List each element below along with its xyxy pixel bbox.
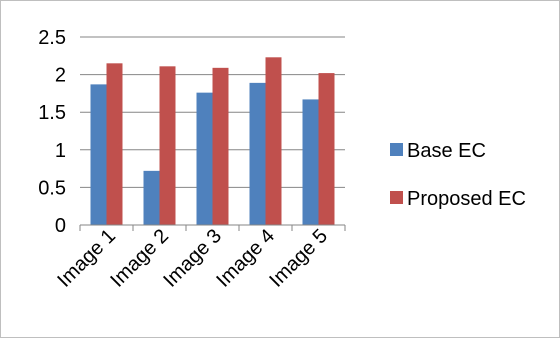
bar-proposed-ec-3 bbox=[212, 67, 229, 225]
bar-base-ec-2 bbox=[143, 170, 160, 225]
bar-base-ec-4 bbox=[249, 82, 266, 225]
y-tick-label: 0 bbox=[55, 215, 66, 237]
legend-label-proposed-ec: Proposed EC bbox=[407, 188, 526, 210]
bar-proposed-ec-5 bbox=[318, 73, 335, 225]
legend-swatch-base-ec bbox=[390, 143, 403, 156]
bar-base-ec-3 bbox=[196, 92, 213, 225]
y-tick-label: 1 bbox=[55, 140, 66, 162]
x-tick-marks bbox=[79, 225, 346, 231]
legend-swatch-proposed-ec bbox=[390, 191, 403, 204]
legend: Base EC Proposed EC bbox=[390, 140, 526, 210]
y-tick-label: 2 bbox=[55, 65, 66, 87]
bar-base-ec-1 bbox=[90, 84, 107, 225]
bar-proposed-ec-2 bbox=[159, 66, 176, 225]
bars bbox=[90, 57, 335, 225]
y-tick-label: 0.5 bbox=[38, 177, 66, 199]
bar-proposed-ec-1 bbox=[106, 63, 123, 225]
y-tick-labels: 0 0.5 1 1.5 2 2.5 bbox=[38, 27, 66, 237]
y-tick-label: 1.5 bbox=[38, 102, 66, 124]
bar-proposed-ec-4 bbox=[265, 57, 282, 225]
y-tick-label: 2.5 bbox=[38, 27, 66, 49]
legend-label-base-ec: Base EC bbox=[407, 140, 486, 162]
bar-base-ec-5 bbox=[302, 99, 319, 225]
